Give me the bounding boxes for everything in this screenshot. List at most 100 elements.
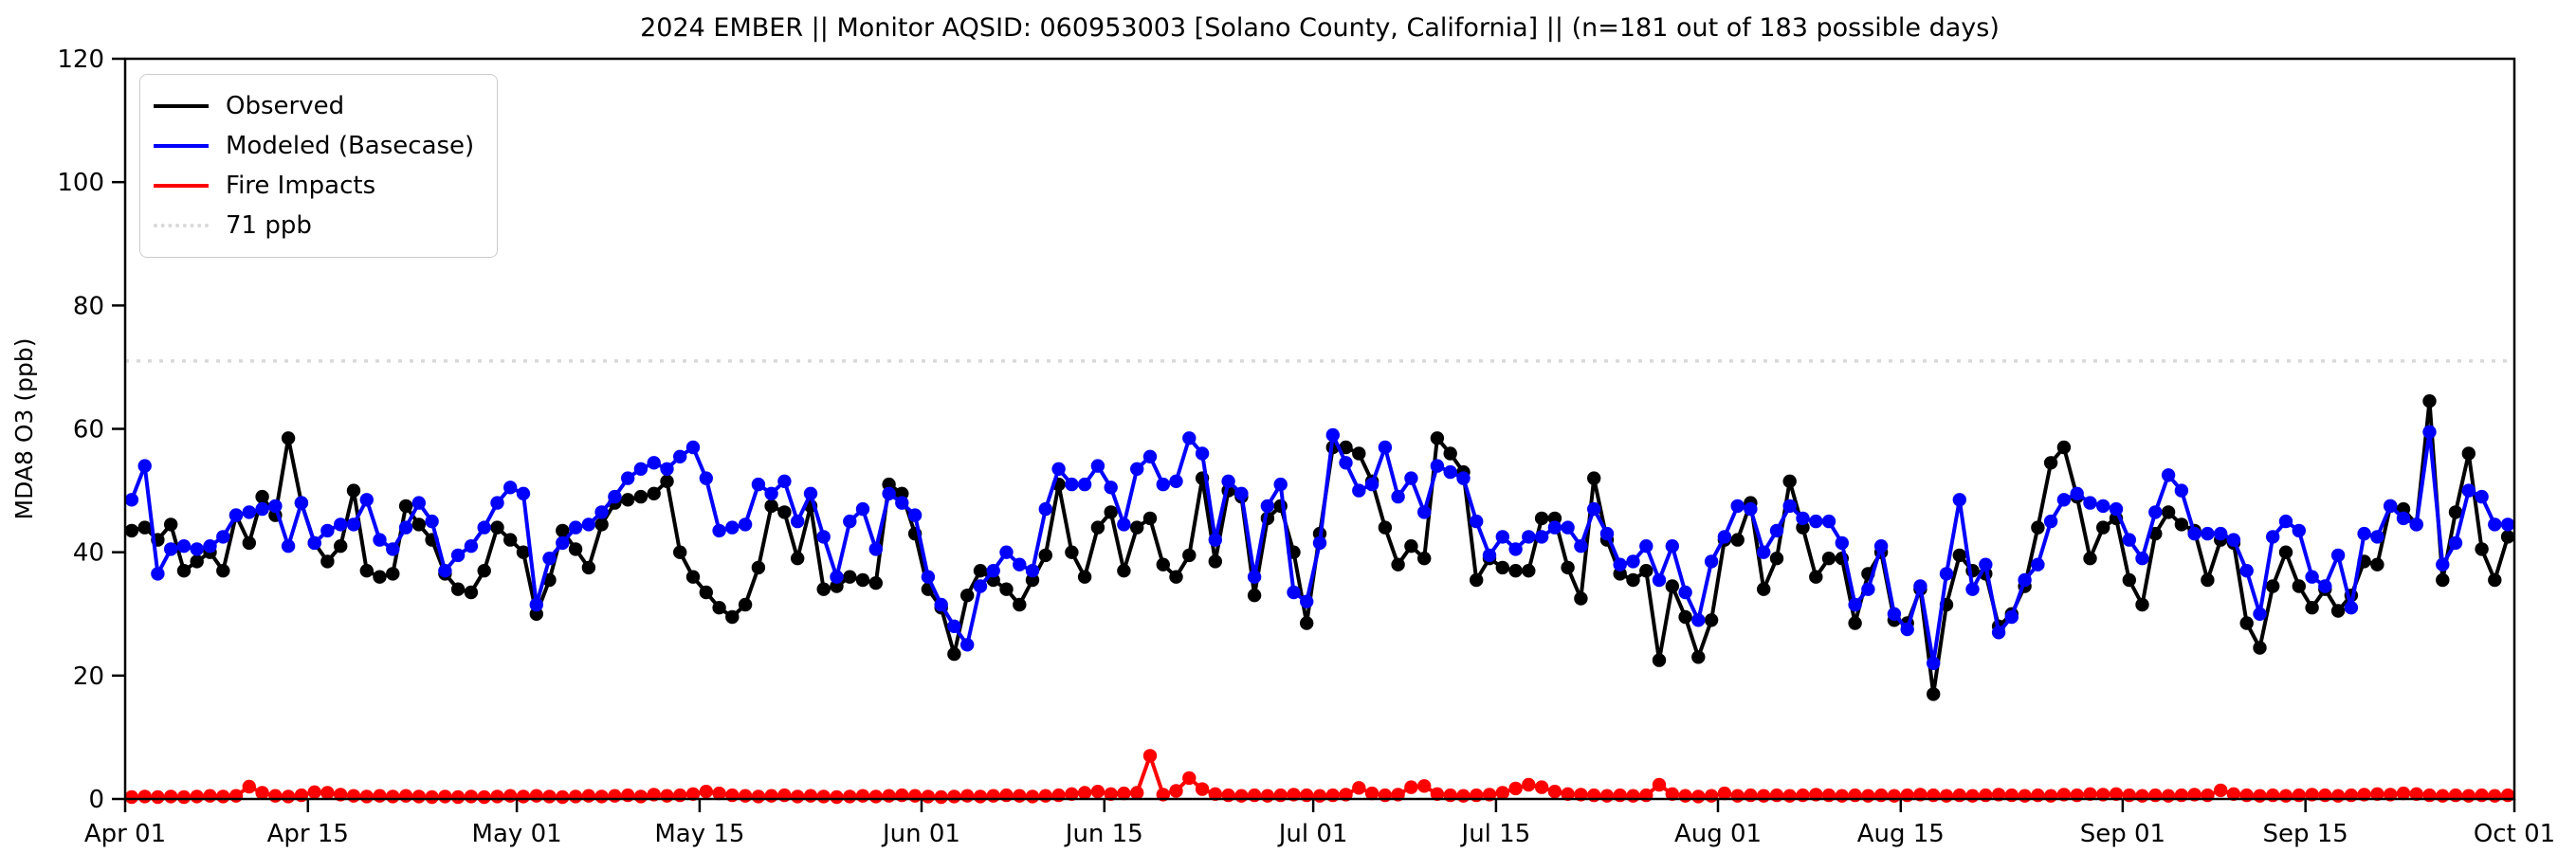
y-tick-label: 80 xyxy=(73,292,104,320)
series-marker-1 xyxy=(751,477,766,492)
series-marker-0 xyxy=(2239,616,2254,630)
series-marker-2 xyxy=(216,789,230,804)
series-marker-0 xyxy=(1077,570,1092,584)
series-marker-0 xyxy=(464,585,479,600)
modeled-line-sample-icon xyxy=(154,144,209,148)
series-marker-1 xyxy=(398,520,413,535)
series-marker-2 xyxy=(151,789,165,805)
series-marker-1 xyxy=(2122,533,2136,547)
series-marker-2 xyxy=(1364,786,1379,801)
series-marker-0 xyxy=(764,499,778,514)
series-marker-1 xyxy=(2266,530,2280,544)
series-marker-0 xyxy=(1534,511,1549,526)
series-marker-1 xyxy=(1757,545,1771,559)
series-marker-0 xyxy=(2500,530,2515,544)
series-marker-2 xyxy=(1626,789,1640,803)
series-marker-1 xyxy=(346,517,361,532)
x-tick-label: Oct 01 xyxy=(2474,820,2555,848)
series-marker-1 xyxy=(1287,585,1301,600)
series-marker-0 xyxy=(490,520,504,535)
series-marker-1 xyxy=(1339,456,1353,470)
series-marker-1 xyxy=(2109,501,2124,517)
series-marker-2 xyxy=(764,789,778,803)
series-marker-0 xyxy=(2266,579,2280,593)
y-tick-label: 40 xyxy=(73,539,104,568)
series-marker-0 xyxy=(816,582,831,596)
series-marker-1 xyxy=(791,514,805,529)
series-marker-2 xyxy=(1599,789,1615,803)
series-marker-2 xyxy=(1352,781,1366,795)
series-marker-2 xyxy=(2278,789,2293,803)
series-marker-2 xyxy=(1561,787,1575,801)
series-marker-1 xyxy=(2056,493,2072,507)
series-marker-1 xyxy=(2161,468,2176,482)
series-marker-1 xyxy=(2018,572,2032,588)
series-marker-1 xyxy=(1456,471,1471,485)
series-marker-0 xyxy=(1639,564,1653,578)
x-tick-label: Sep 15 xyxy=(2262,820,2348,848)
series-marker-2 xyxy=(921,789,936,804)
series-marker-2 xyxy=(1757,789,1771,803)
series-marker-1 xyxy=(1013,557,1027,572)
series-marker-1 xyxy=(1744,501,1758,517)
series-marker-2 xyxy=(556,789,570,805)
series-marker-1 xyxy=(438,564,452,578)
series-marker-0 xyxy=(516,545,531,559)
series-marker-1 xyxy=(777,474,792,488)
series-marker-1 xyxy=(1404,471,1418,485)
series-marker-1 xyxy=(1443,464,1457,480)
series-marker-0 xyxy=(1443,446,1457,461)
series-marker-2 xyxy=(411,789,426,804)
series-marker-0 xyxy=(2488,572,2502,588)
series-marker-0 xyxy=(216,564,230,578)
series-marker-0 xyxy=(1339,440,1353,455)
series-marker-0 xyxy=(1626,572,1640,588)
legend-label-fire: Fire Impacts xyxy=(226,172,376,200)
series-marker-0 xyxy=(855,572,870,588)
series-marker-2 xyxy=(1260,789,1275,803)
series-marker-0 xyxy=(1142,511,1158,526)
series-marker-2 xyxy=(1025,789,1040,804)
series-marker-2 xyxy=(190,789,204,804)
series-marker-1 xyxy=(1117,517,1131,532)
series-marker-2 xyxy=(1312,789,1327,803)
series-marker-1 xyxy=(503,481,518,495)
series-marker-2 xyxy=(1835,789,1850,803)
series-marker-2 xyxy=(464,789,479,804)
series-marker-2 xyxy=(398,789,413,803)
series-marker-0 xyxy=(2253,641,2267,655)
series-marker-1 xyxy=(2357,526,2371,541)
series-marker-1 xyxy=(973,579,988,593)
series-marker-0 xyxy=(1691,650,1706,664)
y-tick-label: 60 xyxy=(73,416,104,445)
series-marker-1 xyxy=(647,456,661,470)
series-marker-1 xyxy=(1665,539,1680,554)
series-marker-1 xyxy=(1587,501,1601,517)
series-marker-1 xyxy=(1561,520,1575,535)
x-tick-label: Jul 01 xyxy=(1277,820,1348,848)
series-marker-1 xyxy=(490,496,504,510)
series-marker-1 xyxy=(1325,427,1341,443)
series-marker-1 xyxy=(2083,496,2097,510)
series-marker-2 xyxy=(2488,789,2502,803)
series-marker-2 xyxy=(934,789,948,805)
series-marker-1 xyxy=(999,545,1014,559)
series-marker-0 xyxy=(2056,440,2072,455)
series-marker-1 xyxy=(1234,486,1249,500)
series-marker-0 xyxy=(1247,589,1262,603)
series-marker-1 xyxy=(2409,517,2423,532)
series-marker-2 xyxy=(307,785,321,799)
series-marker-1 xyxy=(712,523,726,538)
x-tick-label: Aug 01 xyxy=(1674,820,1762,848)
series-marker-1 xyxy=(1599,526,1615,541)
series-marker-1 xyxy=(2135,552,2149,566)
series-marker-2 xyxy=(425,789,439,805)
series-marker-2 xyxy=(1169,784,1183,798)
series-marker-1 xyxy=(2384,499,2398,514)
series-marker-2 xyxy=(608,789,622,803)
series-marker-1 xyxy=(633,462,649,476)
series-marker-2 xyxy=(791,789,805,804)
series-marker-2 xyxy=(685,787,701,801)
series-marker-0 xyxy=(777,505,792,519)
